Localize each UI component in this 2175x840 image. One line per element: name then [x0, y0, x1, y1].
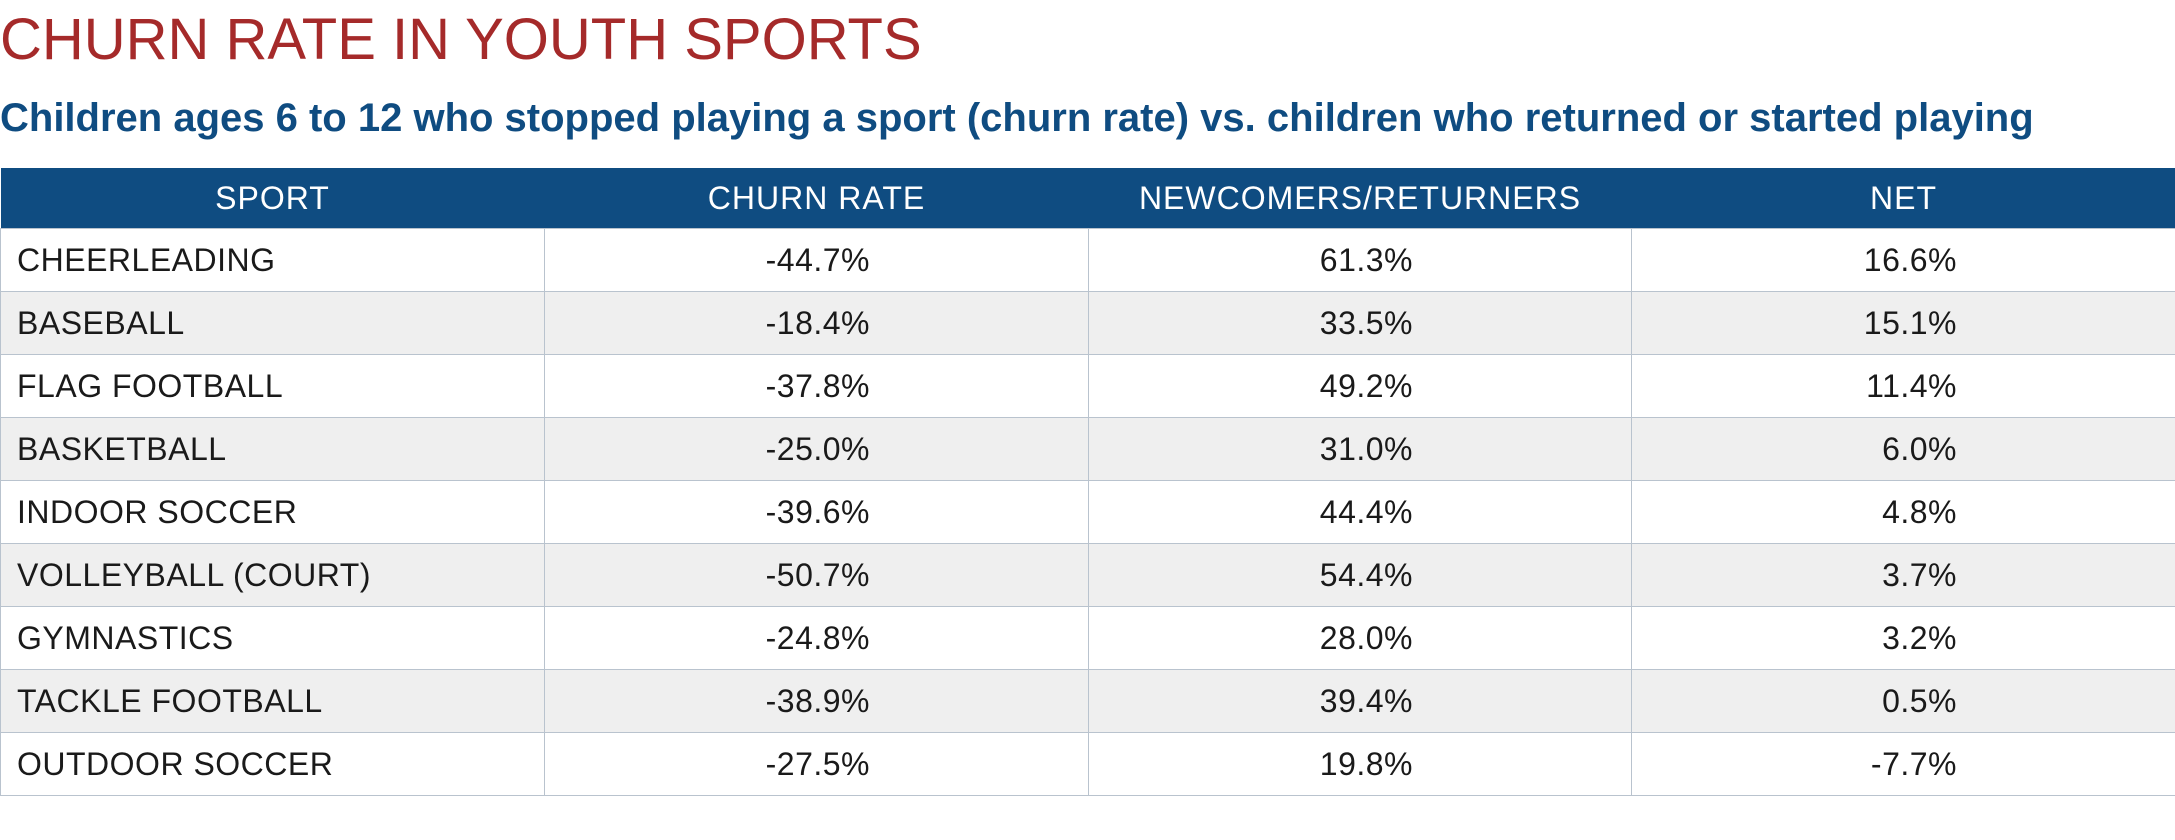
table-row: FLAG FOOTBALL -37.8% 49.2% 11.4% — [0, 354, 2175, 418]
table-row: CHEERLEADING -44.7% 61.3% 16.6% — [0, 228, 2175, 292]
cell-churn-rate: -18.4% — [544, 291, 1089, 355]
cell-churn-rate: -50.7% — [544, 543, 1089, 607]
cell-sport: OUTDOOR SOCCER — [0, 732, 545, 796]
cell-newcomers-returners: 33.5% — [1088, 291, 1632, 355]
cell-churn-rate: -37.8% — [544, 354, 1089, 418]
cell-sport: FLAG FOOTBALL — [0, 354, 545, 418]
cell-sport: INDOOR SOCCER — [0, 480, 545, 544]
cell-churn-rate: -44.7% — [544, 228, 1089, 292]
chart-subtitle: Children ages 6 to 12 who stopped playin… — [0, 96, 2034, 140]
cell-newcomers-returners: 31.0% — [1088, 417, 1632, 481]
cell-sport: VOLLEYBALL (COURT) — [0, 543, 545, 607]
cell-sport: BASEBALL — [0, 291, 545, 355]
table-row: OUTDOOR SOCCER -27.5% 19.8% -7.7% — [0, 732, 2175, 796]
cell-net: 0.5% — [1631, 669, 2175, 733]
cell-newcomers-returners: 44.4% — [1088, 480, 1632, 544]
cell-newcomers-returners: 28.0% — [1088, 606, 1632, 670]
cell-sport: BASKETBALL — [0, 417, 545, 481]
cell-net: 6.0% — [1631, 417, 2175, 481]
cell-sport: CHEERLEADING — [0, 228, 545, 292]
cell-net: 3.2% — [1631, 606, 2175, 670]
table-row: BASEBALL -18.4% 33.5% 15.1% — [0, 291, 2175, 355]
cell-net: 15.1% — [1631, 291, 2175, 355]
table-body: CHEERLEADING -44.7% 61.3% 16.6% BASEBALL -18.… — [0, 228, 2175, 796]
cell-newcomers-returners: 19.8% — [1088, 732, 1632, 796]
cell-newcomers-returners: 54.4% — [1088, 543, 1632, 607]
cell-churn-rate: -38.9% — [544, 669, 1089, 733]
cell-net: 16.6% — [1631, 228, 2175, 292]
cell-sport: TACKLE FOOTBALL — [0, 669, 545, 733]
header-net: NET — [1870, 179, 1937, 216]
cell-churn-rate: -39.6% — [544, 480, 1089, 544]
cell-churn-rate: -27.5% — [544, 732, 1089, 796]
cell-newcomers-returners: 39.4% — [1088, 669, 1632, 733]
table-header-row: SPORT CHURN RATE NEWCOMERS/RETURNERS NET — [0, 168, 2175, 229]
chart-title: CHURN RATE IN YOUTH SPORTS — [0, 7, 922, 72]
table-row: INDOOR SOCCER -39.6% 44.4% 4.8% — [0, 480, 2175, 544]
table-row: TACKLE FOOTBALL -38.9% 39.4% 0.5% — [0, 669, 2175, 733]
header-sport: SPORT — [215, 179, 330, 216]
cell-sport: GYMNASTICS — [0, 606, 545, 670]
churn-table-container: SPORT CHURN RATE NEWCOMERS/RETURNERS NET… — [0, 168, 2175, 796]
table-row: VOLLEYBALL (COURT) -50.7% 54.4% 3.7% — [0, 543, 2175, 607]
header-newcomers-returners: NEWCOMERS/RETURNERS — [1138, 179, 1582, 216]
table-row: BASKETBALL -25.0% 31.0% 6.0% — [0, 417, 2175, 481]
churn-table: SPORT CHURN RATE NEWCOMERS/RETURNERS NET… — [0, 168, 2175, 796]
header-churn-rate: CHURN RATE — [707, 179, 926, 216]
cell-churn-rate: -25.0% — [544, 417, 1089, 481]
cell-net: 11.4% — [1631, 354, 2175, 418]
cell-net: 3.7% — [1631, 543, 2175, 607]
cell-newcomers-returners: 49.2% — [1088, 354, 1632, 418]
table-row: GYMNASTICS -24.8% 28.0% 3.2% — [0, 606, 2175, 670]
cell-net: 4.8% — [1631, 480, 2175, 544]
cell-churn-rate: -24.8% — [544, 606, 1089, 670]
cell-net: -7.7% — [1631, 732, 2175, 796]
cell-newcomers-returners: 61.3% — [1088, 228, 1632, 292]
